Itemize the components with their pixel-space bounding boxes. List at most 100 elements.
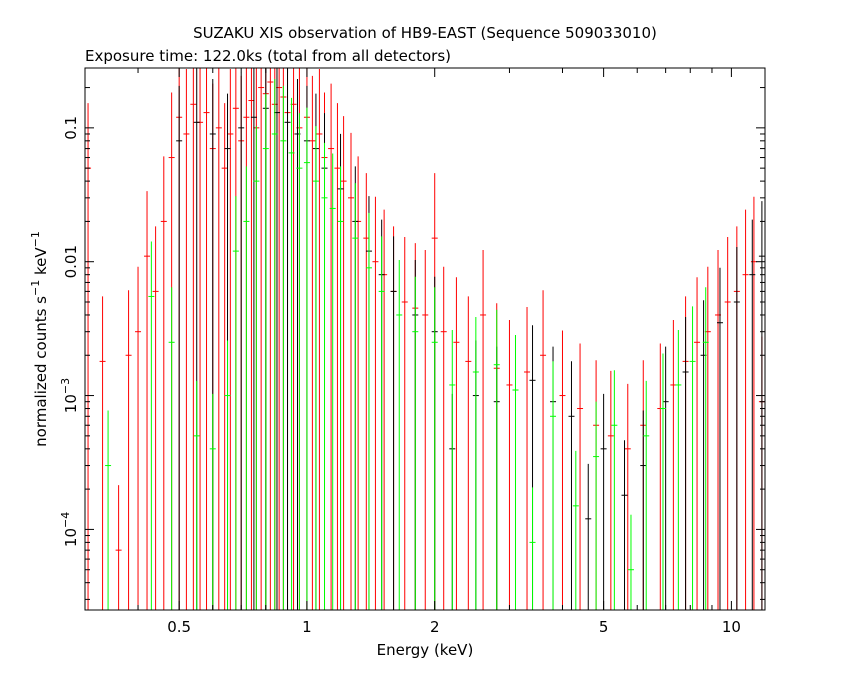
data-point [662, 346, 669, 610]
data-point [550, 361, 557, 610]
data-point [572, 450, 579, 610]
data-point [309, 75, 316, 610]
data-point [190, 68, 197, 610]
data-point [296, 113, 303, 610]
data-point [396, 259, 403, 610]
data-point [284, 68, 291, 610]
data-point [749, 219, 756, 610]
data-point [176, 85, 183, 610]
data-point [675, 329, 682, 610]
data-point [148, 241, 155, 610]
data-point [422, 249, 429, 610]
data-point [390, 236, 397, 610]
y-tick-base: 10 [62, 528, 80, 547]
x-tick-label: 2 [430, 618, 440, 636]
data-point [585, 463, 592, 610]
data-point [115, 485, 122, 610]
data-point [271, 78, 278, 610]
data-point [559, 330, 566, 610]
data-point [334, 103, 341, 610]
data-point [607, 370, 614, 610]
x-tick-label: 0.5 [167, 618, 191, 636]
x-axis-label: Energy (keV) [377, 641, 474, 659]
x-tick-label: 10 [722, 618, 741, 636]
data-point [431, 287, 438, 610]
data-point [568, 361, 575, 610]
data-point [440, 266, 447, 610]
data-point [577, 343, 584, 610]
y-axis-label-part-2: keV [32, 247, 50, 280]
data-point [105, 410, 112, 610]
data-point [85, 103, 92, 610]
y-tick-base: 10 [62, 394, 80, 413]
data-point [627, 514, 634, 610]
data-point [183, 68, 190, 610]
data-point [412, 276, 419, 610]
data-point [125, 290, 132, 610]
data-point [340, 116, 347, 610]
data-point [449, 329, 456, 610]
data-point [227, 68, 234, 610]
data-point [758, 201, 765, 610]
data-point [312, 126, 319, 610]
data-point [506, 319, 513, 610]
data-point [453, 277, 460, 610]
data-point [280, 85, 287, 610]
data-point [465, 296, 472, 610]
data-point [258, 68, 265, 610]
data-point [168, 287, 175, 610]
x-tick-label: 5 [599, 618, 609, 636]
x-tick-label: 1 [302, 618, 312, 636]
data-point [347, 132, 354, 610]
data-point [365, 212, 372, 610]
chart-subtitle: Exposure time: 122.0ks (total from all d… [85, 47, 451, 65]
data-point [253, 126, 260, 610]
y-axis-label-part-1: normalized counts s [32, 296, 50, 447]
data-point [262, 93, 269, 610]
data-point [480, 249, 487, 610]
data-point [529, 487, 536, 610]
data-point [321, 142, 328, 610]
plot-frame [84, 67, 766, 611]
data-point [512, 335, 519, 610]
data-point [733, 247, 740, 610]
data-point [238, 72, 245, 610]
data-point [716, 267, 723, 610]
y-tick-exponent: −4 [59, 512, 72, 528]
data-point [694, 277, 701, 610]
data-point [193, 380, 200, 610]
data-point [621, 440, 628, 610]
data-point [144, 191, 151, 610]
data-point [329, 153, 336, 610]
data-point [250, 68, 257, 610]
data-point [611, 370, 618, 610]
data-point [524, 306, 531, 610]
data-point [640, 410, 647, 610]
data-point [135, 266, 142, 610]
data-point [670, 319, 677, 610]
data-point [742, 209, 749, 610]
data-point [232, 196, 239, 610]
data-point [288, 97, 295, 610]
data-point [352, 183, 359, 610]
chart-title: SUZAKU XIS observation of HB9-EAST (Sequ… [193, 24, 657, 42]
data-point [267, 68, 274, 610]
data-point [659, 353, 666, 610]
data-point [197, 68, 204, 610]
y-tick-exponent: −3 [59, 378, 72, 394]
y-tick-label: 0.1 [62, 116, 80, 140]
data-point [401, 237, 408, 610]
data-point [303, 107, 310, 610]
data-point [99, 296, 106, 610]
data-point [355, 156, 362, 610]
data-point [624, 383, 631, 610]
data-point [224, 340, 231, 610]
data-point [540, 290, 547, 610]
data-point [316, 68, 323, 610]
data-point [378, 236, 385, 610]
y-axis-label-sup-2: −1 [29, 231, 42, 247]
data-point [221, 103, 228, 610]
data-point [493, 309, 500, 610]
y-axis-label-sup-1: −1 [29, 280, 42, 296]
